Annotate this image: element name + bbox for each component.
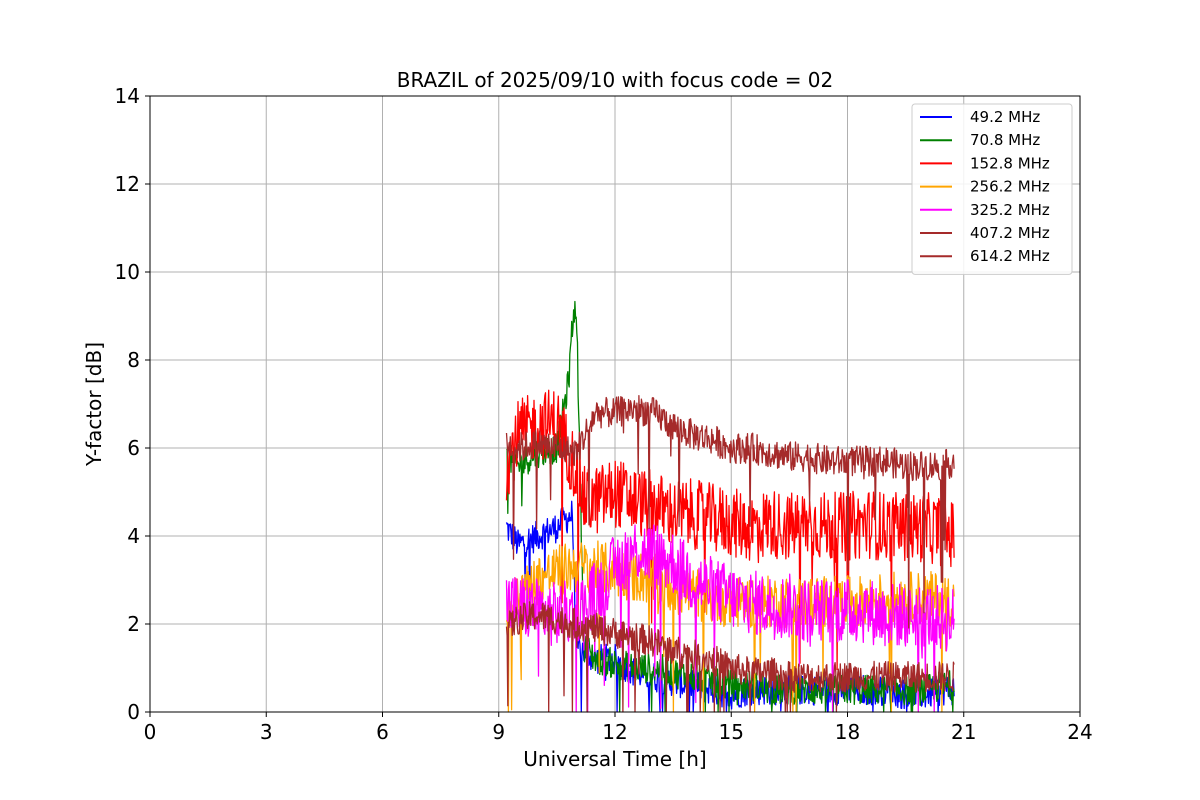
series-line bbox=[505, 601, 955, 713]
legend-label: 407.2 MHz bbox=[970, 224, 1050, 242]
series-layer bbox=[505, 300, 955, 713]
x-tick-label: 15 bbox=[719, 720, 744, 744]
x-axis-label: Universal Time [h] bbox=[523, 747, 706, 771]
x-tick-label: 9 bbox=[492, 720, 505, 744]
y-tick-label: 2 bbox=[127, 612, 140, 636]
y-tick-label: 4 bbox=[127, 524, 140, 548]
x-tick-label: 24 bbox=[1067, 720, 1092, 744]
legend-box bbox=[911, 103, 1073, 275]
legend-label: 49.2 MHz bbox=[970, 108, 1040, 126]
legend-label: 325.2 MHz bbox=[970, 201, 1050, 219]
x-tick-label: 21 bbox=[951, 720, 976, 744]
y-tick-label: 12 bbox=[115, 172, 140, 196]
series-line bbox=[505, 395, 955, 629]
legend-label: 256.2 MHz bbox=[970, 178, 1050, 196]
x-tick-label: 6 bbox=[376, 720, 389, 744]
series-line bbox=[506, 300, 955, 713]
y-axis-label: Y-factor [dB] bbox=[82, 342, 106, 467]
x-tick-label: 12 bbox=[602, 720, 627, 744]
series-line bbox=[505, 500, 955, 713]
y-tick-label: 8 bbox=[127, 348, 140, 372]
y-tick-label: 6 bbox=[127, 436, 140, 460]
y-tick-label: 14 bbox=[115, 84, 140, 108]
x-tick-label: 18 bbox=[835, 720, 860, 744]
series-line bbox=[505, 389, 955, 671]
x-tick-label: 3 bbox=[260, 720, 273, 744]
legend-label: 614.2 MHz bbox=[970, 247, 1050, 265]
x-tick-label: 0 bbox=[144, 720, 157, 744]
chart-title: BRAZIL of 2025/09/10 with focus code = 0… bbox=[397, 68, 834, 92]
legend-label: 152.8 MHz bbox=[970, 154, 1050, 172]
legend: 49.2 MHz 70.8 MHz 152.8 MHz 256.2 MHz 32… bbox=[911, 103, 1073, 275]
series-line bbox=[505, 524, 955, 713]
y-tick-label: 0 bbox=[127, 700, 140, 724]
legend-label: 70.8 MHz bbox=[970, 131, 1040, 149]
y-tick-label: 10 bbox=[115, 260, 140, 284]
